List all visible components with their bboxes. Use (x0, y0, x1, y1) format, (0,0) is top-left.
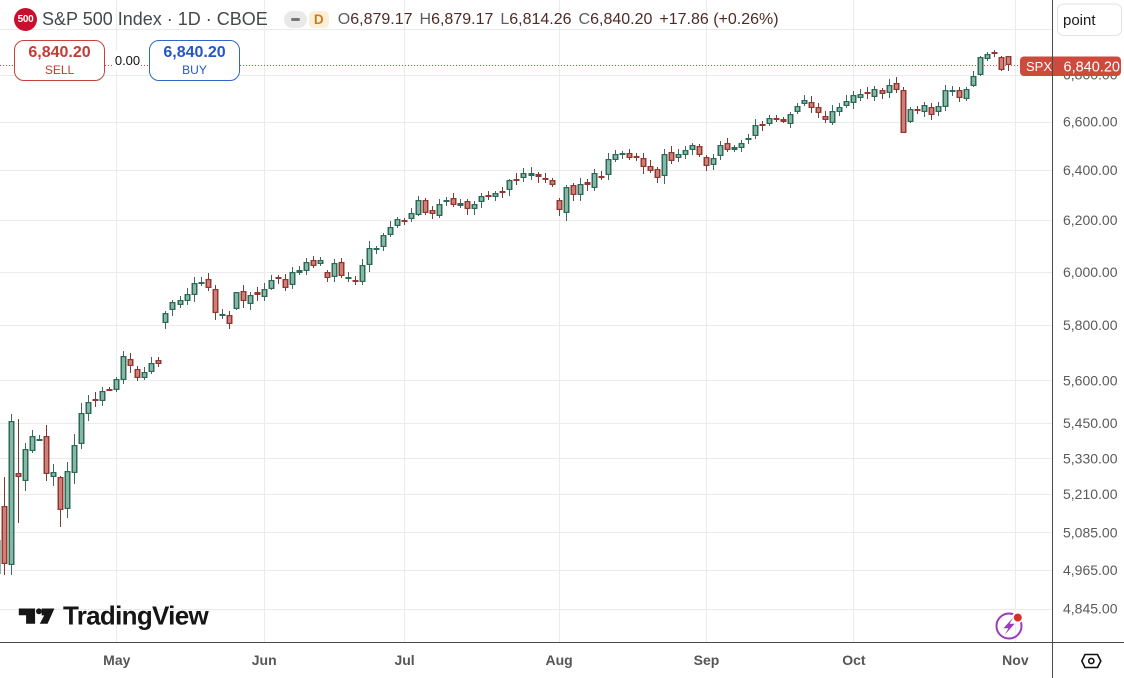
svg-text:5,800.00: 5,800.00 (1063, 317, 1118, 333)
svg-text:Nov: Nov (1002, 652, 1029, 668)
svg-text:5,330.00: 5,330.00 (1063, 450, 1118, 466)
svg-text:May: May (103, 652, 130, 668)
svg-text:4,845.00: 4,845.00 (1063, 601, 1118, 617)
svg-text:5,085.00: 5,085.00 (1063, 524, 1118, 540)
svg-text:Jun: Jun (252, 652, 277, 668)
svg-text:Oct: Oct (842, 652, 866, 668)
svg-text:point: point (1063, 12, 1096, 29)
svg-text:5,210.00: 5,210.00 (1063, 486, 1118, 502)
svg-text:Sep: Sep (694, 652, 720, 668)
svg-text:6,400.00: 6,400.00 (1063, 162, 1118, 178)
svg-text:Jul: Jul (394, 652, 414, 668)
svg-text:TradingView: TradingView (63, 601, 209, 631)
svg-text:6,200.00: 6,200.00 (1063, 212, 1118, 228)
svg-text:5,450.00: 5,450.00 (1063, 415, 1118, 431)
svg-text:5,600.00: 5,600.00 (1063, 372, 1118, 388)
svg-text:6,000.00: 6,000.00 (1063, 264, 1118, 280)
svg-text:6,600.00: 6,600.00 (1063, 114, 1118, 130)
svg-text:6,840.20: 6,840.20 (1064, 60, 1120, 76)
svg-text:Aug: Aug (545, 652, 572, 668)
svg-text:4,965.00: 4,965.00 (1063, 562, 1118, 578)
svg-text:SPX: SPX (1026, 59, 1052, 74)
